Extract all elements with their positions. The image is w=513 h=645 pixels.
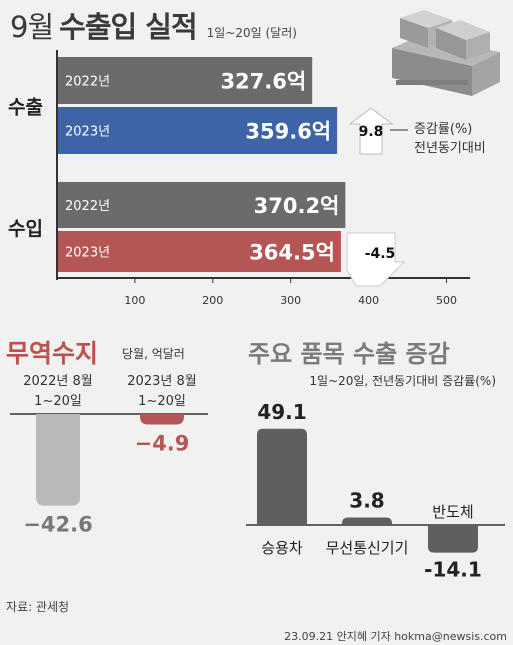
x-tick-label: 200	[202, 294, 223, 307]
balance-bar-1	[140, 414, 184, 425]
boxes-icon	[392, 10, 500, 96]
item-bar-2	[428, 525, 478, 553]
bar-value-label: 327.6억	[220, 70, 306, 94]
chart-title-row: 9월 수출입 실적 1일~20일 (달러)	[10, 4, 297, 46]
trade-balance-title: 무역수지	[6, 339, 98, 368]
legend-note-line2: 전년동기대비	[414, 141, 486, 156]
x-tick-label: 300	[280, 294, 301, 307]
category-label: 1~20일	[138, 394, 186, 409]
import-change-label: -4.5	[365, 246, 396, 262]
bar-value-label: 364.5억	[249, 241, 335, 265]
category-label: 2022년 8월	[23, 374, 92, 389]
balance-bar-0	[36, 414, 80, 506]
items-title: 주요 품목 수출 증감	[248, 340, 450, 368]
bar-value-label: 359.6억	[245, 120, 331, 144]
bar-year-label: 2022년	[65, 199, 110, 214]
item-bar-1	[342, 517, 392, 525]
item-value-label: 3.8	[349, 489, 384, 513]
x-tick-label: 100	[124, 294, 145, 307]
bar-0-1	[57, 107, 338, 154]
export-change-label: 9.8	[359, 124, 384, 140]
legend-note-line1: 증감률(%)	[414, 122, 472, 137]
x-tick-label: 400	[358, 294, 379, 307]
balance-value-label: −42.6	[23, 513, 92, 537]
bar-1-0	[57, 182, 346, 228]
balance-value-label: −4.9	[135, 432, 190, 456]
item-bar-0	[257, 428, 307, 525]
group-label: 수출	[8, 97, 43, 119]
item-category-label: 승용차	[261, 539, 303, 557]
chart-unit-note: 1일~20일 (달러)	[206, 26, 297, 40]
category-label: 1~20일	[34, 394, 82, 409]
bar-year-label: 2023년	[65, 246, 110, 261]
x-tick-label: 500	[436, 294, 457, 307]
credit-note: 23.09.21 안지혜 기자 hokma@newsis.com	[284, 630, 507, 643]
up-arrow-icon	[348, 107, 394, 155]
bar-year-label: 2022년	[65, 75, 110, 90]
bar-1-1	[57, 231, 341, 272]
item-category-label: 무선통신기기	[326, 539, 409, 557]
items-subtitle: 1일~20일, 전년동기대비 증감률(%)	[309, 374, 496, 388]
bar-0-0	[57, 57, 313, 104]
bar-value-label: 370.2억	[254, 194, 340, 218]
item-value-label: -14.1	[424, 558, 482, 582]
item-category-label: 반도체	[432, 503, 473, 521]
trade-balance-unit: 당월, 억달러	[122, 347, 185, 361]
category-label: 2023년 8월	[127, 374, 196, 389]
item-value-label: 49.1	[257, 400, 306, 424]
down-arrow-icon	[346, 232, 406, 287]
bar-year-label: 2023년	[65, 125, 110, 140]
source-note: 자료: 관세청	[6, 600, 70, 614]
chart-title: 수출입 실적	[59, 10, 197, 44]
group-label: 수입	[8, 218, 43, 240]
chart-title-month: 9월	[10, 10, 54, 44]
